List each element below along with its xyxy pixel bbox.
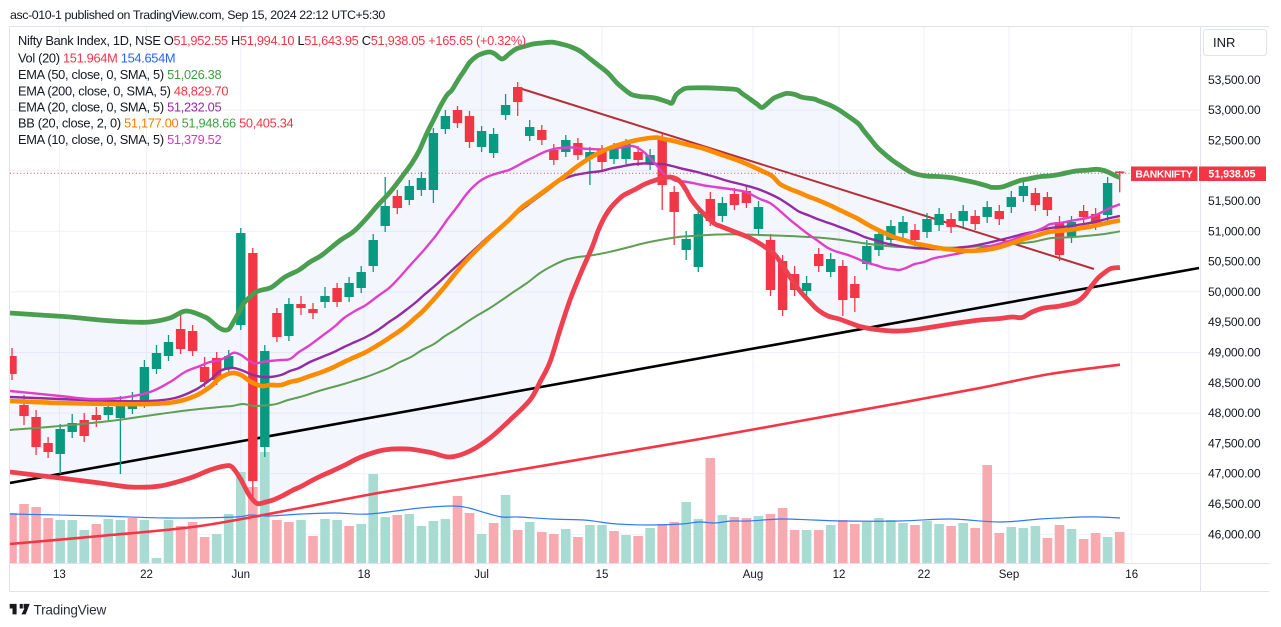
svg-text:46,500.00: 46,500.00 bbox=[1208, 497, 1261, 511]
svg-text:EMA (10, close, 0, SMA, 5) 51,: EMA (10, close, 0, SMA, 5) 51,379.52 bbox=[18, 132, 221, 147]
svg-text:51,000.00: 51,000.00 bbox=[1208, 224, 1261, 238]
svg-text:22: 22 bbox=[918, 569, 931, 581]
svg-text:48,000.00: 48,000.00 bbox=[1208, 406, 1261, 420]
svg-text:53,000.00: 53,000.00 bbox=[1208, 103, 1261, 117]
svg-text:50,500.00: 50,500.00 bbox=[1208, 255, 1261, 269]
svg-text:asc-010-1 published on Trading: asc-010-1 published on TradingView.com, … bbox=[10, 8, 385, 22]
svg-text:Jun: Jun bbox=[232, 569, 251, 581]
svg-text:Jul: Jul bbox=[474, 569, 489, 581]
svg-text:22: 22 bbox=[140, 569, 153, 581]
svg-text:BANKNIFTY: BANKNIFTY bbox=[1135, 169, 1193, 180]
svg-text:Sep: Sep bbox=[999, 569, 1019, 581]
svg-text:Aug: Aug bbox=[743, 569, 763, 581]
svg-text:12: 12 bbox=[833, 569, 846, 581]
svg-text:16: 16 bbox=[1125, 569, 1138, 581]
svg-text:50,000.00: 50,000.00 bbox=[1208, 285, 1261, 299]
svg-text:46,000.00: 46,000.00 bbox=[1208, 527, 1261, 541]
svg-text:47,500.00: 47,500.00 bbox=[1208, 436, 1261, 450]
svg-text:15: 15 bbox=[596, 569, 609, 581]
svg-text:48,500.00: 48,500.00 bbox=[1208, 376, 1261, 390]
svg-text:Nifty Bank Index, 1D, NSE O51,: Nifty Bank Index, 1D, NSE O51,952.55 H51… bbox=[18, 33, 526, 48]
svg-text:52,500.00: 52,500.00 bbox=[1208, 133, 1261, 147]
svg-text:51,500.00: 51,500.00 bbox=[1208, 194, 1261, 208]
svg-text:18: 18 bbox=[358, 569, 371, 581]
svg-text:Vol (20) 151.964M 154.654M: Vol (20) 151.964M 154.654M bbox=[18, 51, 175, 66]
svg-text:47,000.00: 47,000.00 bbox=[1208, 467, 1261, 481]
svg-text:INR: INR bbox=[1213, 35, 1235, 50]
svg-text:BB (20, close, 2, 0) 51,177.00: BB (20, close, 2, 0) 51,177.00 51,948.66… bbox=[18, 116, 294, 131]
svg-text:51,938.05: 51,938.05 bbox=[1208, 168, 1255, 180]
svg-text:EMA (20, close, 0, SMA, 5) 51,: EMA (20, close, 0, SMA, 5) 51,232.05 bbox=[18, 100, 221, 115]
svg-text:49,500.00: 49,500.00 bbox=[1208, 315, 1261, 329]
svg-text:TradingView: TradingView bbox=[34, 603, 107, 618]
svg-text:EMA (50, close, 0, SMA, 5) 51,: EMA (50, close, 0, SMA, 5) 51,026.38 bbox=[18, 67, 221, 82]
svg-text:53,500.00: 53,500.00 bbox=[1208, 73, 1261, 87]
svg-text:13: 13 bbox=[53, 569, 66, 581]
svg-text:EMA (200, close, 0, SMA, 5) 48: EMA (200, close, 0, SMA, 5) 48,829.70 bbox=[18, 84, 228, 99]
svg-text:49,000.00: 49,000.00 bbox=[1208, 346, 1261, 360]
